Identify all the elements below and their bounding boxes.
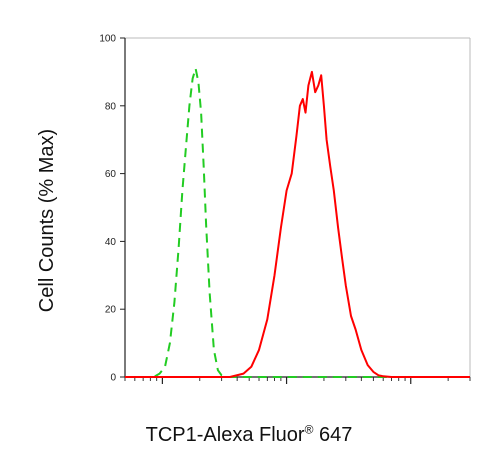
y-axis-title-wrap: Cell Counts (% Max) (28, 120, 68, 320)
y-axis-ticks: 0 20 40 60 80 100 (99, 34, 125, 384)
y-tick-label-80: 80 (105, 101, 117, 112)
plot-axes (124, 37, 471, 378)
x-axis-title-main: TCP1-Alexa Fluor (145, 424, 305, 446)
x-axis-ticks (124, 377, 471, 384)
y-axis-title: Cell Counts (% Max) (36, 128, 59, 312)
y-tick-label-100: 100 (99, 34, 116, 45)
x-axis-title-registered-mark: ® (304, 422, 314, 437)
stained-histogram-line (125, 70, 470, 378)
histogram-series (125, 67, 470, 378)
x-axis-title: TCP1-Alexa Fluor® 647 (0, 422, 498, 447)
y-tick-label-20: 20 (105, 305, 117, 316)
x-axis-title-tail: 647 (313, 424, 353, 446)
y-tick-label-40: 40 (105, 237, 117, 248)
y-tick-label-60: 60 (105, 169, 117, 180)
y-tick-label-0: 0 (110, 373, 116, 384)
control-histogram-line (125, 67, 470, 378)
